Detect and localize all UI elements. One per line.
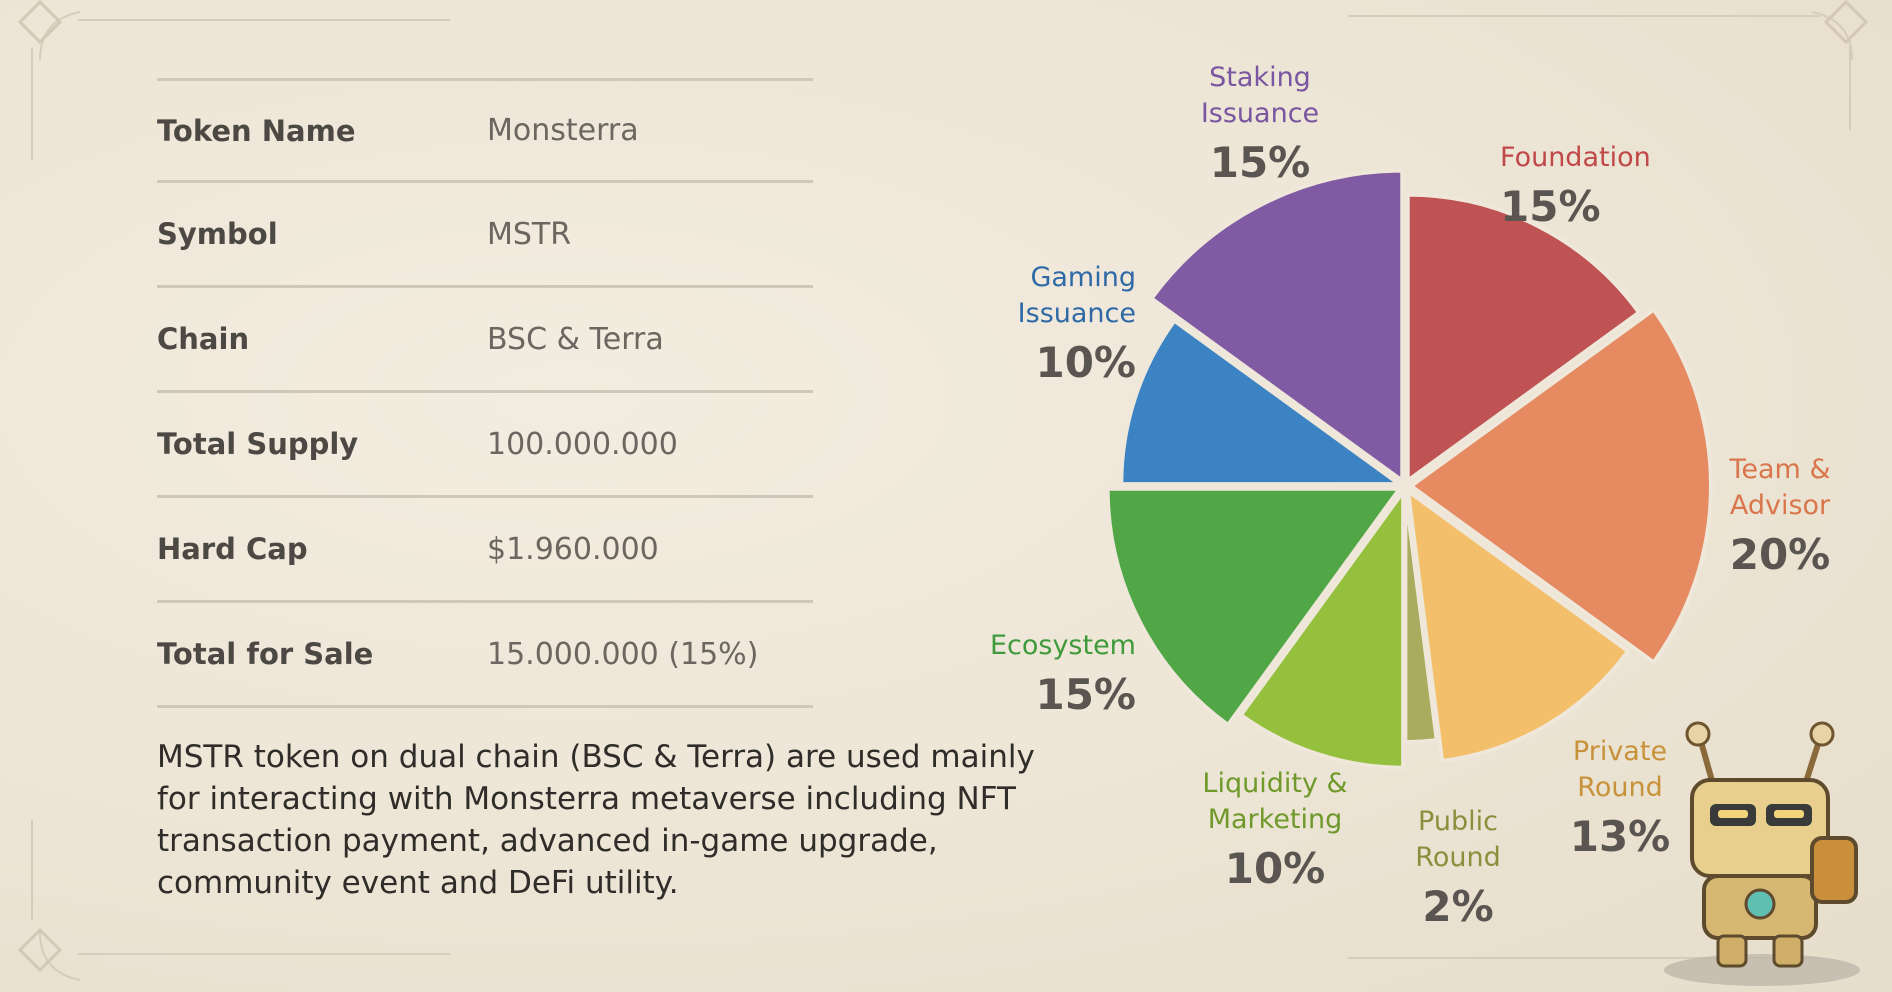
pie-label-ecosystem: Ecosystem 15%: [960, 628, 1136, 720]
pie-label-name: Round: [1577, 772, 1663, 803]
pie-label-name: Issuance: [1200, 98, 1320, 129]
info-value: 100.000.000: [487, 426, 678, 462]
pie-slice-private-round: [1405, 486, 1631, 764]
robot-mascot-icon: [1664, 721, 1860, 986]
info-row-symbol: Symbol MSTR: [157, 183, 813, 288]
pie-label-name: Round: [1415, 842, 1501, 873]
token-info-table: Token Name Monsterra Symbol MSTR Chain B…: [157, 78, 813, 708]
info-row-hard-cap: Hard Cap $1.960.000: [157, 498, 813, 603]
pie-label-gaming-issuance: Gaming Issuance 10%: [980, 260, 1136, 388]
pie-label-public-round: Public Round 2%: [1408, 804, 1508, 932]
info-value: BSC & Terra: [487, 321, 664, 357]
pie-label-liquidity-marketing: Liquidity & Marketing 10%: [1180, 766, 1370, 894]
pie-label-value: 15%: [1209, 138, 1311, 187]
info-label: Hard Cap: [157, 532, 308, 566]
pie-label-name: Issuance: [1017, 298, 1136, 329]
pie-slice-foundation: [1405, 192, 1642, 485]
info-value: MSTR: [487, 216, 572, 252]
pie-slice-team-advisor: [1407, 306, 1713, 666]
pie-label-value: 13%: [1569, 812, 1671, 861]
info-value: $1.960.000: [487, 531, 659, 567]
info-label: Total Supply: [157, 427, 359, 461]
pie-label-name: Public: [1418, 806, 1498, 837]
pie-label-name: Private: [1572, 736, 1668, 767]
pie-label-value: 10%: [1035, 338, 1136, 387]
pie-label-name: Ecosystem: [989, 630, 1136, 661]
info-value: Monsterra: [487, 113, 639, 148]
pie-slice-staking-issuance: [1148, 168, 1405, 485]
pie-label-value: 15%: [1500, 182, 1601, 231]
pie-label-team-advisor: Team & Advisor 20%: [1700, 452, 1860, 580]
info-label: Symbol: [157, 217, 278, 251]
pie-slice-gaming-issuance: [1119, 317, 1406, 487]
pie-slice-ecosystem: [1105, 486, 1404, 728]
info-label: Total for Sale: [157, 637, 374, 671]
info-row-chain: Chain BSC & Terra: [157, 288, 813, 393]
info-label: Token Name: [157, 113, 356, 148]
info-row-token-name: Token Name Monsterra: [157, 78, 813, 183]
pie-slice-public-round: [1403, 491, 1439, 744]
info-label: Chain: [157, 322, 250, 356]
pie-label-value: 2%: [1422, 882, 1494, 931]
pie-label-name: Gaming: [1030, 262, 1136, 293]
token-description: MSTR token on dual chain (BSC & Terra) a…: [157, 739, 1035, 901]
pie-label-staking-issuance: Staking Issuance 15%: [1180, 60, 1340, 188]
info-row-total-for-sale: Total for Sale 15.000.000 (15%): [157, 603, 813, 708]
info-row-total-supply: Total Supply 100.000.000: [157, 393, 813, 498]
pie-label-private-round: Private Round 13%: [1560, 734, 1680, 862]
pie-label-name: Marketing: [1207, 804, 1343, 835]
pie-label-value: 20%: [1729, 530, 1831, 579]
pie-slice-liquidity-marketing: [1238, 485, 1406, 770]
info-value: 15.000.000 (15%): [487, 636, 759, 672]
pie-label-value: 15%: [1035, 670, 1136, 719]
pie-label-name: Team &: [1729, 454, 1831, 485]
pie-label-name: Liquidity &: [1202, 768, 1348, 799]
pie-label-foundation: Foundation 15%: [1500, 140, 1651, 232]
pie-label-value: 10%: [1224, 844, 1326, 893]
pie-label-name: Staking: [1209, 62, 1311, 93]
pie-label-name: Advisor: [1729, 490, 1831, 521]
pie-label-name: Foundation: [1500, 142, 1651, 173]
